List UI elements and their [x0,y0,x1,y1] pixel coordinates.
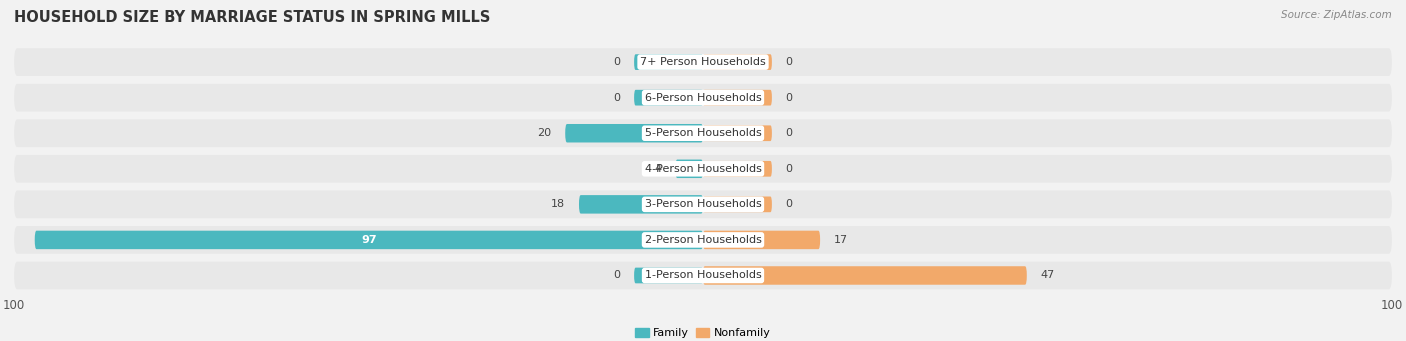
FancyBboxPatch shape [703,54,772,70]
Text: 5-Person Households: 5-Person Households [644,128,762,138]
Text: 0: 0 [786,199,793,209]
Text: 0: 0 [613,57,620,67]
Text: 6-Person Households: 6-Person Households [644,93,762,103]
Legend: Family, Nonfamily: Family, Nonfamily [631,323,775,341]
FancyBboxPatch shape [703,266,1026,285]
Text: 0: 0 [786,93,793,103]
FancyBboxPatch shape [14,262,1392,290]
FancyBboxPatch shape [565,124,703,143]
Text: 7+ Person Households: 7+ Person Households [640,57,766,67]
FancyBboxPatch shape [14,191,1392,218]
FancyBboxPatch shape [634,268,703,283]
Text: 2-Person Households: 2-Person Households [644,235,762,245]
FancyBboxPatch shape [703,125,772,141]
Text: 1-Person Households: 1-Person Households [644,270,762,281]
Text: 0: 0 [786,128,793,138]
Text: 4-Person Households: 4-Person Households [644,164,762,174]
FancyBboxPatch shape [703,231,820,249]
Text: Source: ZipAtlas.com: Source: ZipAtlas.com [1281,10,1392,20]
FancyBboxPatch shape [35,231,703,249]
FancyBboxPatch shape [14,48,1392,76]
Text: 0: 0 [613,93,620,103]
FancyBboxPatch shape [703,196,772,212]
FancyBboxPatch shape [14,155,1392,183]
FancyBboxPatch shape [579,195,703,213]
Text: 0: 0 [786,164,793,174]
Text: 4: 4 [655,164,662,174]
FancyBboxPatch shape [14,84,1392,112]
FancyBboxPatch shape [14,119,1392,147]
Text: 17: 17 [834,235,848,245]
Text: 0: 0 [613,270,620,281]
FancyBboxPatch shape [634,54,703,70]
FancyBboxPatch shape [703,161,772,177]
Text: 18: 18 [551,199,565,209]
Text: 0: 0 [786,57,793,67]
FancyBboxPatch shape [14,226,1392,254]
Text: 97: 97 [361,235,377,245]
FancyBboxPatch shape [703,90,772,105]
Text: 47: 47 [1040,270,1054,281]
Text: 20: 20 [537,128,551,138]
FancyBboxPatch shape [634,90,703,105]
FancyBboxPatch shape [675,160,703,178]
Text: 3-Person Households: 3-Person Households [644,199,762,209]
Text: HOUSEHOLD SIZE BY MARRIAGE STATUS IN SPRING MILLS: HOUSEHOLD SIZE BY MARRIAGE STATUS IN SPR… [14,10,491,25]
